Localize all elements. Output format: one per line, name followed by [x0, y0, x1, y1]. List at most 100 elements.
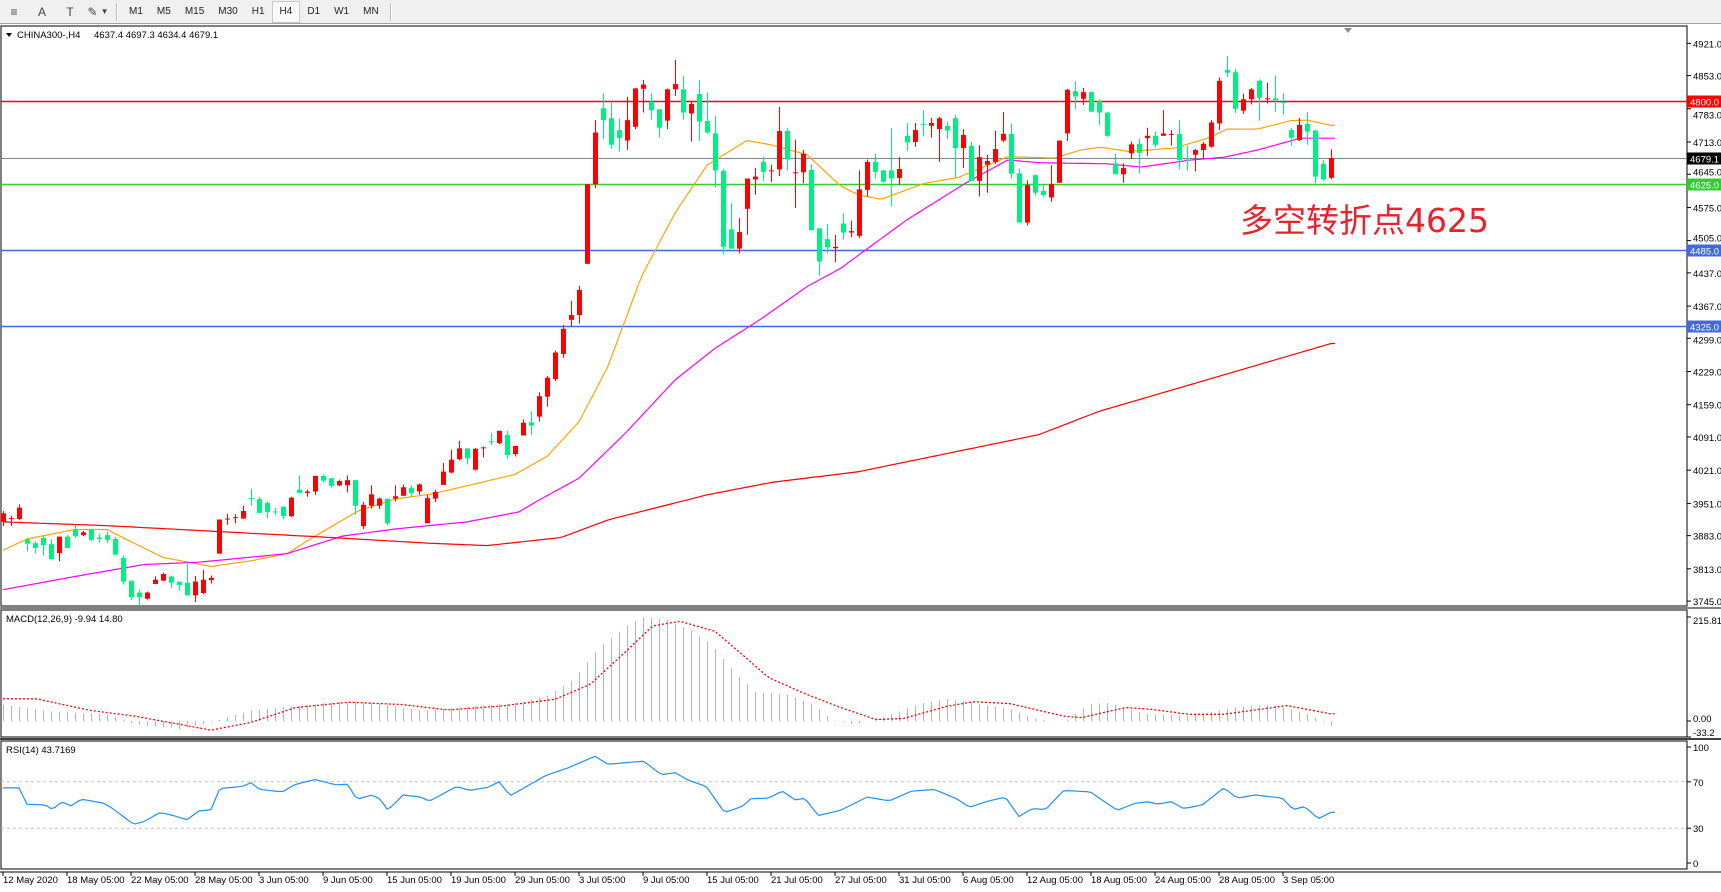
time-tick-label: 31 Jul 05:00	[899, 875, 951, 886]
candle-down	[489, 433, 494, 446]
candle-down	[49, 539, 54, 560]
candle-up	[1, 510, 6, 527]
timeframe-m15[interactable]: M15	[184, 5, 205, 17]
rsi-axis-label: 30	[1693, 824, 1704, 835]
candle-body	[1009, 133, 1014, 174]
candle-down	[249, 488, 254, 506]
candle-body	[521, 422, 526, 436]
candle-body	[809, 169, 814, 231]
candle-body	[281, 506, 286, 517]
candle-body	[777, 131, 782, 170]
annotation-text: 多空转折点4625	[1240, 201, 1489, 240]
time-tick-label: 9 Jul 05:00	[643, 875, 689, 886]
candle-down	[713, 115, 718, 188]
candle-up	[1241, 93, 1246, 114]
candle-body	[169, 576, 174, 583]
chart-shift-marker-icon[interactable]	[1344, 28, 1352, 33]
candle-body	[977, 157, 982, 181]
fibonacci-lines-icon[interactable]: ≡	[10, 4, 18, 19]
candle-body	[1273, 98, 1278, 101]
candle-up	[769, 164, 774, 183]
candle-body	[81, 532, 86, 536]
candle-up	[81, 530, 86, 537]
macd-indicator: 215.81 0.00 -33.2	[3, 616, 1721, 739]
candle-body	[833, 246, 838, 249]
candle-body	[1265, 98, 1270, 100]
candle-up	[961, 129, 966, 169]
candle-body	[1073, 91, 1078, 97]
candle-body	[49, 544, 54, 560]
candle-body	[1065, 89, 1070, 134]
candle-body	[377, 498, 382, 506]
candle-body	[425, 498, 430, 524]
candle-body	[1017, 173, 1022, 223]
candle-up	[537, 392, 542, 422]
candle-down	[953, 114, 958, 178]
chart-symbol: CHINA300-,H4	[17, 30, 80, 41]
candle-down	[809, 164, 814, 231]
candle-up	[673, 59, 678, 96]
candle-down	[169, 575, 174, 589]
candle-down	[409, 485, 414, 497]
candle-body	[1329, 158, 1334, 178]
macd-panel-frame	[0, 609, 1688, 738]
candle-down	[601, 93, 606, 140]
candle-up	[985, 154, 990, 193]
ma-slow-line	[2, 342, 1335, 547]
candle-body	[1145, 135, 1150, 139]
timeframe-m5[interactable]: M5	[156, 5, 171, 17]
candle-body	[545, 377, 550, 397]
candle-body	[417, 484, 422, 492]
timeframe-m1[interactable]: M1	[129, 5, 143, 17]
candle-down	[297, 475, 302, 493]
candle-up	[801, 150, 806, 184]
candle-down	[945, 121, 950, 140]
horizontal-levels	[1, 100, 1687, 328]
candle-body	[913, 130, 918, 142]
candle-body	[9, 518, 14, 520]
caret-down-icon[interactable]	[6, 33, 12, 37]
candle-body	[945, 125, 950, 131]
candle-up	[1249, 87, 1254, 105]
candle-up	[313, 475, 318, 495]
time-tick-label: 21 Jul 05:00	[771, 875, 823, 886]
drawing-tools-icon[interactable]: ✎ ▼	[84, 1, 112, 23]
candle-body	[1289, 130, 1294, 138]
candle-up	[201, 569, 206, 594]
macd-signal-line	[3, 620, 1335, 731]
candle-body	[1, 513, 6, 522]
candle-down	[41, 535, 46, 556]
candle-body	[209, 577, 214, 581]
timeframe-w1[interactable]: W1	[334, 5, 350, 17]
candle-body	[1217, 80, 1222, 124]
timeframe-h1[interactable]: H1	[251, 5, 265, 17]
candle-body	[457, 448, 462, 460]
rsi-line	[3, 755, 1335, 825]
candle-up	[153, 576, 158, 585]
candle-body	[1097, 101, 1102, 113]
timeframe-h4[interactable]: H4	[271, 0, 301, 23]
timeframe-m30[interactable]: M30	[218, 5, 238, 17]
candle-down	[273, 507, 278, 515]
candle-up	[577, 285, 582, 324]
timeframe-mn[interactable]: MN	[363, 5, 379, 17]
candle-body	[953, 118, 958, 149]
candle-body	[321, 475, 326, 481]
candle-body	[313, 475, 318, 492]
text-label-icon[interactable]: A	[37, 4, 46, 19]
time-tick-label: 6 Aug 05:00	[963, 875, 1014, 886]
panel-frames	[0, 25, 1721, 873]
candle-up	[1209, 120, 1214, 148]
candle-body	[473, 448, 478, 470]
text-box-icon[interactable]: T	[66, 4, 74, 19]
candle-down	[385, 498, 390, 526]
candle-body	[881, 170, 886, 182]
candle-up	[377, 497, 382, 510]
time-axis: 12 May 2020 18 May 05:00 22 May 05:00 28 Ma…	[2, 872, 1334, 886]
candle-down	[1089, 91, 1094, 113]
candle-body	[145, 592, 150, 599]
timeframe-d1[interactable]: D1	[307, 5, 321, 17]
price-tick-label: 4921.0	[1693, 39, 1721, 50]
candle-body	[353, 480, 358, 506]
